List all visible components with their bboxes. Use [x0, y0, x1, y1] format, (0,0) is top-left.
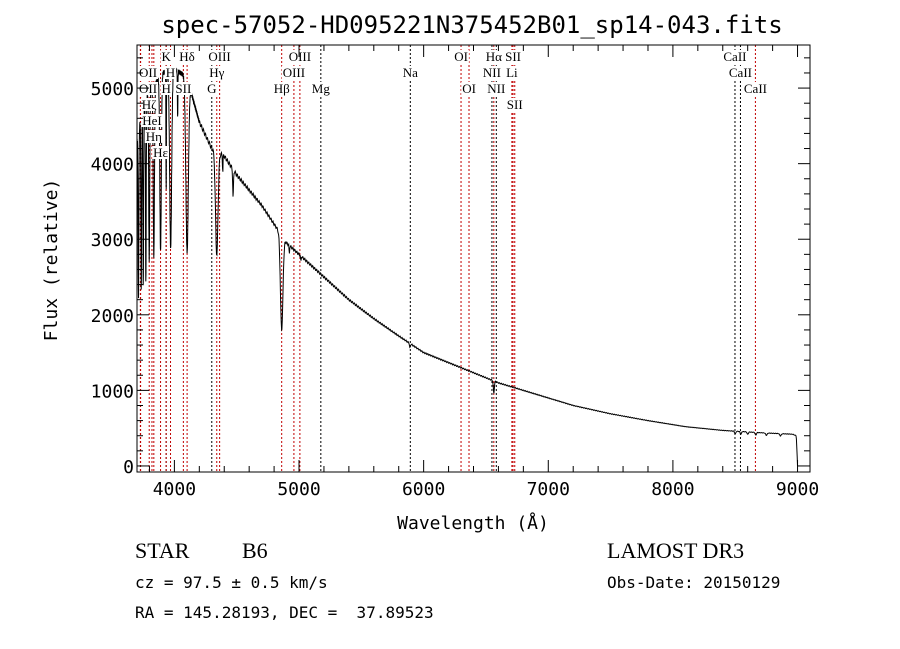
line-label-background: [481, 66, 502, 79]
line-label: SII: [505, 49, 521, 64]
line-label: SII: [507, 97, 523, 112]
line-label-background: [504, 50, 522, 63]
line-label: CaII: [723, 49, 746, 64]
line-label-background: [141, 114, 163, 127]
line-label-background: [138, 66, 158, 79]
line-label-background: [505, 98, 524, 111]
observation-date: Obs-Date: 20150129: [607, 573, 781, 592]
line-label-background: [281, 66, 307, 79]
line-label-background: [484, 50, 503, 63]
line-label-background: [722, 50, 748, 63]
y-tick-label: 5000: [91, 79, 134, 100]
x-tick-label: 4000: [153, 479, 196, 500]
survey-name: LAMOST DR3: [607, 538, 745, 563]
line-label: OII: [139, 65, 157, 80]
spectral-line-labels: OIIOIIHζHeIHηHεKHHSIIHδGHγOIIIHβOIIIOIII…: [138, 49, 768, 160]
chart-title: spec-57052-HD095221N375452B01_sp14-043.f…: [161, 11, 782, 39]
line-label-background: [505, 66, 519, 79]
redshift-cz: cz = 97.5 ± 0.5 km/s: [135, 573, 328, 592]
line-label-background: [160, 50, 172, 63]
line-label: G: [207, 81, 216, 96]
line-label-background: [486, 82, 507, 95]
y-axis-label: Flux (relative): [41, 179, 62, 342]
line-label: Hα: [486, 49, 502, 64]
line-label: Li: [506, 65, 518, 80]
line-label-background: [178, 50, 196, 63]
line-label: OIII: [289, 49, 311, 64]
x-axis-label: Wavelength (Å): [397, 512, 549, 534]
line-label-background: [206, 82, 218, 95]
y-tick-label: 2000: [91, 306, 134, 327]
x-tick-label: 8000: [651, 479, 694, 500]
line-label: OI: [462, 81, 476, 96]
line-label: Hε: [153, 145, 168, 160]
line-label: Hδ: [179, 49, 195, 64]
line-label: K: [162, 49, 172, 64]
x-tick-label: 7000: [527, 479, 570, 500]
x-tick-label: 5000: [277, 479, 320, 500]
spectral-line-markers: [139, 45, 756, 472]
line-label: H: [166, 65, 175, 80]
line-label-background: [401, 66, 419, 79]
line-label-background: [453, 50, 469, 63]
line-label-background: [208, 66, 226, 79]
line-label: Na: [403, 65, 418, 80]
coordinates: RA = 145.28193, DEC = 37.89523: [135, 603, 434, 622]
line-label-background: [164, 66, 177, 79]
line-label-background: [152, 146, 169, 159]
line-label: CaII: [744, 81, 767, 96]
y-tick-label: 0: [123, 457, 134, 478]
line-label: Hη: [146, 129, 162, 144]
line-label-background: [174, 82, 193, 95]
line-label: OIII: [283, 65, 305, 80]
y-tick-label: 3000: [91, 230, 134, 251]
line-label-background: [461, 82, 477, 95]
line-label-background: [160, 82, 172, 95]
line-label: Hζ: [142, 97, 157, 112]
plot-frame: [136, 44, 811, 473]
line-label-background: [287, 50, 313, 63]
line-label: SII: [175, 81, 191, 96]
object-subclass: B6: [242, 538, 268, 563]
y-tick-label: 1000: [91, 381, 134, 402]
line-label: Mg: [312, 81, 331, 96]
x-tick-label: 9000: [776, 479, 819, 500]
line-label-background: [144, 130, 163, 143]
line-label: OI: [454, 49, 468, 64]
line-label-background: [310, 82, 331, 95]
line-label-background: [272, 82, 291, 95]
line-label: NII: [487, 81, 505, 96]
line-label: HeI: [142, 113, 162, 128]
line-label: Hγ: [209, 65, 224, 80]
line-label: NII: [483, 65, 501, 80]
line-label-background: [140, 98, 158, 111]
line-label-background: [207, 50, 232, 63]
line-label-background: [742, 82, 768, 95]
line-label: OIII: [208, 49, 230, 64]
line-label: H: [162, 81, 171, 96]
spectrum-line: [136, 66, 798, 467]
line-label-background: [727, 66, 753, 79]
line-label: Hβ: [274, 81, 290, 96]
object-type: STAR: [135, 538, 190, 563]
axes: 4000 5000 6000 7000 8000 9000 0 1000 2000 3000 400…: [91, 45, 819, 500]
x-tick-label: 6000: [402, 479, 445, 500]
line-label: CaII: [729, 65, 752, 80]
y-tick-label: 4000: [91, 155, 134, 176]
